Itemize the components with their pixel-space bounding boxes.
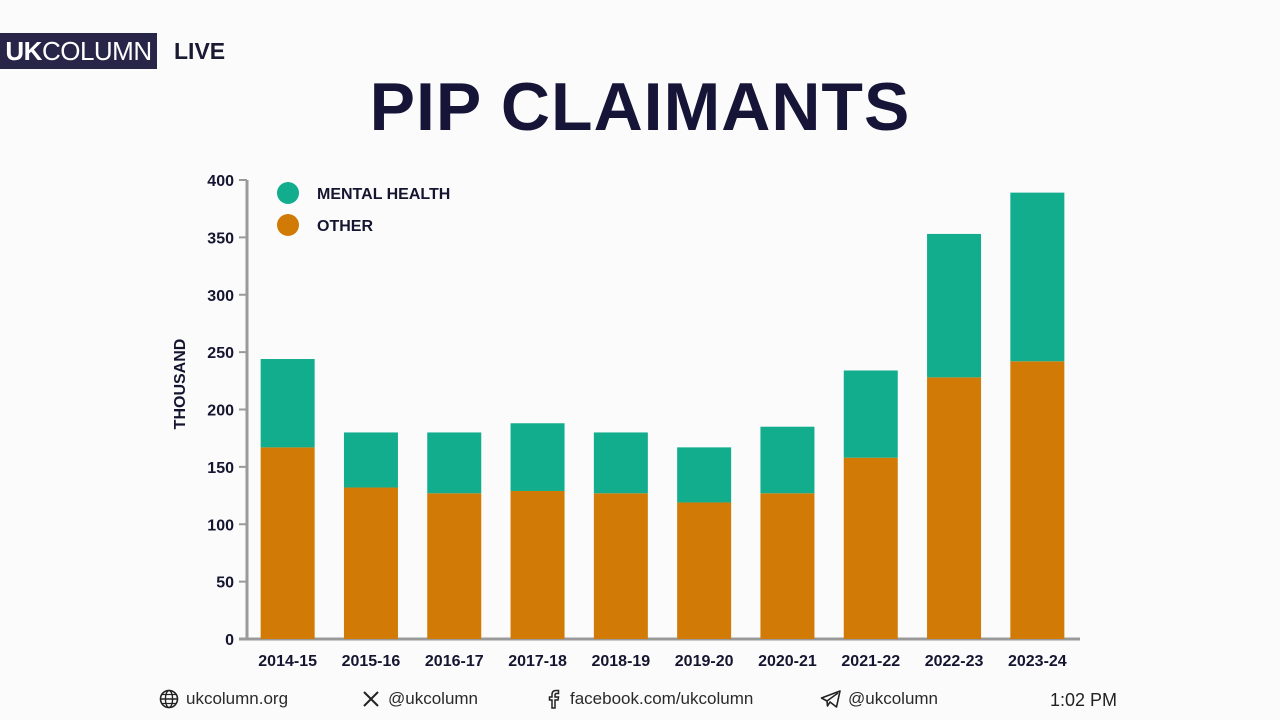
bar-mental-health [260,359,315,448]
bar-other [343,487,398,639]
legend-label: MENTAL HEALTH [317,186,450,203]
bar-other [1010,361,1065,639]
y-tick-label: 0 [225,632,234,649]
chart-title: PIP CLAIMANTS [369,69,911,145]
bar-mental-health [760,426,815,494]
y-tick-label: 250 [207,345,234,362]
telegram-icon [820,688,842,710]
legend-swatch [277,182,299,204]
brand-name-rest: COLUMN [41,35,152,66]
bar-other [843,457,898,639]
bar-other [677,502,732,639]
bar-other [927,377,982,639]
footer-website-text: ukcolumn.org [186,689,289,708]
footer-facebook[interactable]: facebook.com/ukcolumn [542,688,753,710]
y-tick-label: 400 [207,173,234,190]
bar-mental-health [343,432,398,488]
y-tick-label: 100 [207,517,234,534]
footer-x-text: @ukcolumn [388,689,479,708]
y-tick-label: 300 [207,288,234,305]
chart-area: 0 50 100 150 200 250 300 350 400 THOUSAND 2014-15 2… [172,173,1080,670]
footer-facebook-text: facebook.com/ukcolumn [570,689,754,708]
bar-mental-health [1010,192,1065,362]
bar-other [510,490,565,639]
x-tick-label: 2015-16 [342,653,401,670]
x-tick-label: 2018-19 [591,653,650,670]
y-tick-label: 150 [207,460,234,477]
bar-mental-health [427,432,482,494]
globe-icon [158,688,180,710]
x-tick-label: 2017-18 [508,653,567,670]
x-tick-label: 2016-17 [425,653,484,670]
brand-box: UK COLUMN [0,33,157,69]
bar-mental-health [677,447,732,503]
y-axis-label: THOUSAND [172,339,189,430]
x-logo-icon [360,688,382,710]
legend-label: OTHER [317,218,373,235]
footer-telegram[interactable]: @ukcolumn [820,688,938,710]
y-tick-label: 200 [207,403,234,420]
brand-live-label: LIVE [174,37,226,64]
facebook-icon [542,688,564,710]
footer-bar: ukcolumn.org @ukcolumn facebook.com/ukco… [0,688,1280,714]
clock-time: 1:02 PM [1050,690,1118,710]
legend-swatch [277,214,299,236]
brand-name-bold: UK [5,35,42,66]
bar-mental-health [510,423,565,491]
y-tick-label: 50 [216,575,234,592]
footer-x-handle[interactable]: @ukcolumn [360,688,478,710]
x-tick-label: 2021-22 [841,653,900,670]
bar-mental-health [593,432,648,494]
x-tick-label: 2020-21 [758,653,817,670]
x-tick-label: 2023-24 [1008,653,1067,670]
brand-logo: UK COLUMN LIVE [0,33,225,69]
x-tick-label: 2019-20 [675,653,734,670]
bar-other [593,493,648,639]
bar-mental-health [927,233,982,378]
footer-telegram-text: @ukcolumn [848,689,939,708]
y-tick-label: 350 [207,230,234,247]
bar-other [760,493,815,639]
bar-mental-health [843,370,898,458]
bar-other [427,493,482,639]
x-tick-label: 2014-15 [258,653,317,670]
bar-other [260,447,315,639]
footer-website[interactable]: ukcolumn.org [158,688,288,710]
x-tick-label: 2022-23 [925,653,984,670]
